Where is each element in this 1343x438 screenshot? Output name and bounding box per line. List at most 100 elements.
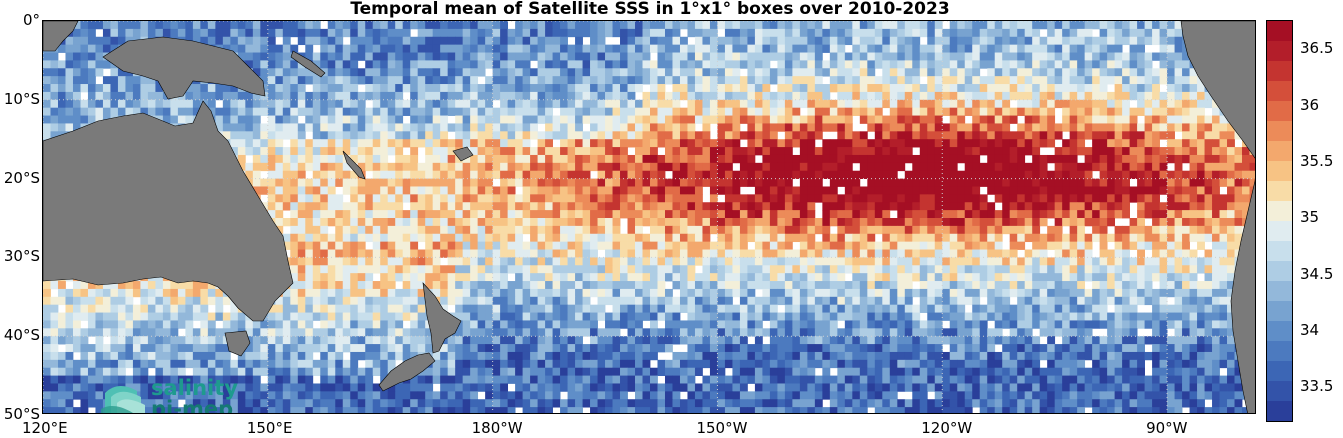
sss-cell (432, 115, 441, 124)
sss-cell (694, 194, 703, 203)
sss-cell (672, 233, 681, 243)
sss-cell (1249, 170, 1255, 179)
sss-cell (1054, 202, 1063, 211)
sss-cell (1114, 21, 1123, 30)
sss-cell (1002, 170, 1011, 179)
sss-cell (1017, 99, 1026, 109)
sss-cell (455, 139, 464, 148)
sss-cell (807, 257, 816, 266)
sss-cell (1032, 28, 1041, 38)
sss-cell (597, 60, 606, 69)
sss-cell (215, 28, 224, 38)
sss-cell (1197, 84, 1205, 93)
sss-cell (874, 123, 883, 132)
sss-cell (635, 107, 643, 116)
sss-cell (485, 21, 494, 30)
sss-cell (395, 99, 404, 109)
sss-cell (552, 91, 561, 101)
sss-cell (387, 147, 396, 156)
sss-cell (1204, 194, 1213, 203)
sss-cell (1077, 178, 1086, 187)
sss-cell (822, 249, 831, 258)
sss-cell (215, 21, 224, 30)
sss-cell (252, 178, 261, 187)
sss-cell (57, 76, 66, 85)
sss-cell (447, 60, 456, 69)
sss-cell (492, 131, 501, 140)
sss-cell (874, 107, 883, 116)
sss-cell (1002, 186, 1011, 195)
sss-cell (290, 257, 299, 266)
sss-cell (1242, 147, 1250, 156)
sss-cell (380, 99, 389, 109)
sss-cell (784, 225, 793, 235)
sss-cell (1227, 257, 1235, 266)
sss-cell (1167, 210, 1175, 219)
sss-cell (732, 257, 741, 266)
sss-cell (754, 21, 763, 30)
sss-cell (949, 44, 958, 53)
sss-cell (365, 60, 374, 69)
sss-cell (177, 115, 186, 124)
sss-cell (485, 76, 494, 85)
sss-cell (43, 68, 51, 77)
sss-cell (237, 36, 246, 46)
sss-cell (829, 107, 838, 116)
sss-cell (747, 194, 756, 203)
sss-cell (672, 202, 681, 211)
sss-cell (874, 170, 883, 179)
sss-cell (95, 115, 104, 124)
sss-cell (942, 154, 951, 164)
sss-cell (747, 36, 756, 46)
sss-cell (739, 115, 748, 124)
sss-cell (357, 218, 366, 227)
sss-cell (889, 60, 898, 69)
sss-cell (545, 115, 553, 124)
sss-cell (290, 186, 299, 195)
sss-cell (597, 28, 606, 38)
sss-cell (320, 28, 329, 38)
sss-cell (1024, 60, 1033, 69)
sss-cell (927, 99, 936, 109)
sss-cell (372, 123, 381, 132)
sss-cell (852, 178, 861, 187)
sss-cell (267, 147, 276, 156)
sss-cell (462, 115, 471, 124)
sss-cell (237, 147, 246, 156)
sss-cell (1107, 76, 1116, 85)
sss-cell (1182, 194, 1190, 203)
sss-cell (904, 139, 913, 148)
sss-cell (1092, 178, 1101, 187)
sss-cell (889, 147, 898, 156)
sss-cell (1017, 28, 1026, 38)
sss-cell (650, 21, 658, 30)
sss-cell (582, 99, 591, 109)
sss-cell (200, 91, 209, 101)
sss-cell (1107, 233, 1116, 243)
sss-cell (987, 21, 996, 30)
sss-cell (957, 241, 966, 250)
sss-cell (380, 178, 389, 187)
sss-cell (147, 107, 156, 116)
sss-cell (410, 123, 419, 132)
sss-cell (297, 218, 306, 227)
sss-cell (260, 123, 269, 132)
sss-cell (897, 84, 906, 93)
sss-cell (769, 249, 778, 258)
sss-cell (1204, 162, 1213, 172)
sss-cell (342, 115, 351, 124)
sss-cell (799, 76, 808, 85)
sss-cell (582, 154, 591, 164)
sss-cell (567, 139, 576, 148)
sss-cell (844, 21, 853, 30)
sss-cell (672, 21, 681, 30)
sss-cell (844, 139, 853, 148)
sss-cell (994, 265, 1003, 274)
sss-cell (1189, 218, 1198, 227)
sss-cell (837, 249, 846, 258)
sss-cell (994, 249, 1003, 258)
sss-cell (1054, 36, 1063, 46)
sss-cell (620, 68, 628, 77)
sss-cell (912, 225, 921, 235)
sss-cell (1204, 186, 1213, 195)
